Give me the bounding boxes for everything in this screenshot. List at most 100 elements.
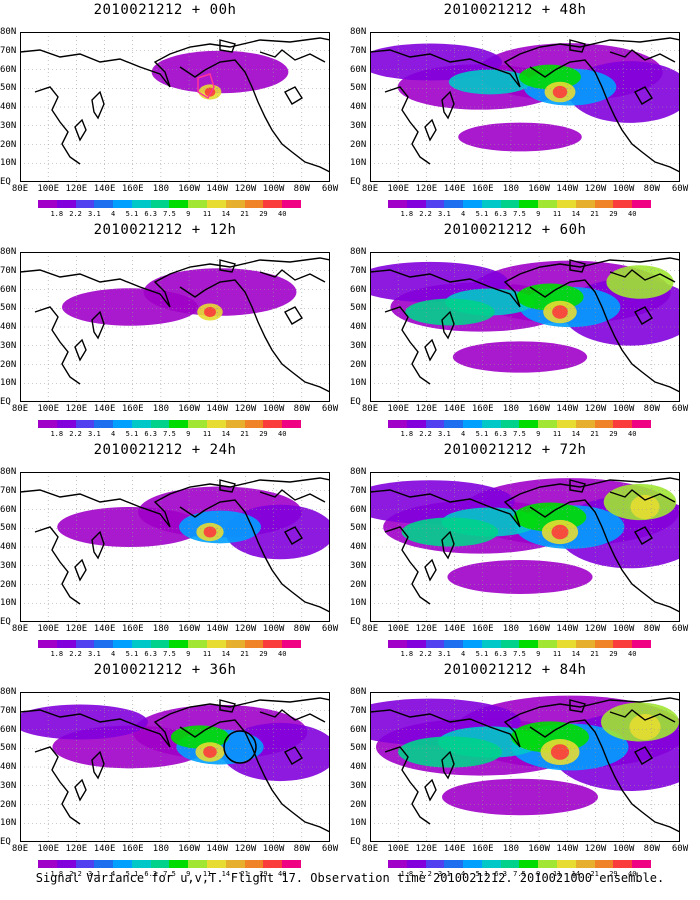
colorbar-swatch bbox=[406, 420, 426, 428]
longitude-tick-label: 160E bbox=[471, 184, 494, 194]
latitude-tick-label: 10N bbox=[0, 598, 17, 609]
colorbar-label: 40 bbox=[277, 870, 287, 878]
target-region-circle bbox=[223, 730, 257, 764]
colorbar-swatch bbox=[244, 420, 264, 428]
longitude-tick-label: 120E bbox=[65, 184, 88, 194]
latitude-tick-label: 20N bbox=[350, 799, 367, 810]
longitude-tick-label: 80W bbox=[643, 184, 660, 194]
map-panel: 2010021212 + 36h 80E 100E 120E 140E 160E 180 16… bbox=[0, 662, 338, 878]
coastline bbox=[74, 118, 87, 142]
longitude-tick-label: 140E bbox=[93, 184, 116, 194]
map-frame bbox=[20, 692, 330, 842]
colorbar-label: 3.1 bbox=[88, 870, 101, 878]
longitude-tick-label: 120W bbox=[584, 404, 607, 414]
latitude-tick-label: 30N bbox=[0, 120, 17, 131]
colorbar-swatch bbox=[225, 640, 245, 648]
colorbar-label: 6.3 bbox=[494, 650, 508, 658]
map-frame bbox=[370, 32, 680, 182]
colorbar-swatch bbox=[444, 200, 464, 208]
longitude-tick-label: 100W bbox=[262, 624, 285, 634]
longitude-tick-label: 140W bbox=[556, 404, 579, 414]
longitude-tick-label: 60W bbox=[321, 844, 339, 854]
longitude-tick-label: 80W bbox=[643, 404, 660, 414]
colorbar-label: 9 bbox=[186, 650, 191, 658]
colorbar-label: 5.1 bbox=[125, 430, 139, 438]
coastline bbox=[569, 39, 586, 53]
coastline bbox=[609, 709, 676, 723]
latitude-tick-label: 40N bbox=[0, 102, 17, 112]
coastline bbox=[20, 257, 330, 308]
latitude-tick-label: 70N bbox=[0, 485, 17, 496]
coastline bbox=[609, 269, 676, 283]
map-panel: 2010021212 + 60h 80E 100E 120E 140E 160E 180 16… bbox=[350, 222, 688, 438]
longitude-tick-label: 120W bbox=[584, 844, 607, 854]
coastline bbox=[384, 306, 431, 385]
latitude-tick-label: EQ bbox=[350, 837, 361, 847]
latitude-tick-label: 20N bbox=[0, 139, 17, 150]
map-background bbox=[20, 32, 330, 182]
colorbar-label: 4 bbox=[461, 430, 466, 438]
colorbar-label: 5.1 bbox=[475, 430, 489, 438]
colorbar-swatch bbox=[113, 200, 132, 208]
colorbar-swatch bbox=[594, 200, 614, 208]
latitude-tick-label: 20N bbox=[0, 799, 17, 810]
longitude-tick-label: 120E bbox=[415, 624, 438, 634]
longitude-tick-label: 100W bbox=[262, 844, 285, 854]
longitude-tick-label: 100W bbox=[612, 404, 635, 414]
longitude-tick-label: 100E bbox=[387, 844, 410, 854]
latitude-tick-label: 60N bbox=[0, 284, 17, 295]
map-frame bbox=[20, 252, 330, 402]
colorbar-swatch bbox=[207, 640, 226, 648]
longitude-tick-label: 120E bbox=[415, 404, 438, 414]
colorbar-swatch bbox=[519, 860, 539, 868]
colorbar-swatch bbox=[94, 420, 114, 428]
longitude-tick-label: 160W bbox=[178, 844, 200, 854]
colorbar-label: 6.3 bbox=[494, 210, 508, 218]
latitude-tick-label: 30N bbox=[350, 780, 367, 791]
longitude-tick-label: 120E bbox=[65, 844, 88, 854]
colorbar-label: 6.3 bbox=[144, 870, 158, 878]
colorbar-label: 11 bbox=[202, 430, 212, 438]
variance-contour bbox=[452, 341, 588, 373]
map-frame bbox=[370, 692, 680, 842]
longitude-tick-label: 160E bbox=[471, 624, 494, 634]
colorbar-swatch bbox=[75, 420, 95, 428]
latitude-tick-label: 20N bbox=[350, 359, 367, 370]
coastline bbox=[34, 306, 81, 385]
panel-title: 2010021212 + 84h bbox=[443, 662, 587, 678]
longitude-tick-label: 100E bbox=[37, 184, 60, 194]
colorbar-label: 7.5 bbox=[163, 650, 176, 658]
colorbar-swatch bbox=[131, 200, 151, 208]
colorbar-swatch bbox=[519, 200, 539, 208]
colorbar-swatch bbox=[481, 640, 501, 648]
longitude-tick-label: 180 bbox=[502, 844, 520, 854]
latitude-tick-label: 50N bbox=[350, 743, 367, 754]
longitude-tick-label: 80E bbox=[361, 844, 379, 854]
longitude-tick-label: 60W bbox=[321, 404, 339, 414]
longitude-tick-label: 140W bbox=[556, 184, 579, 194]
colorbar-swatch bbox=[388, 640, 407, 648]
longitude-tick-label: 100W bbox=[612, 844, 635, 854]
colorbar-label: 5.1 bbox=[125, 210, 139, 218]
latitude-tick-label: 10N bbox=[350, 378, 367, 389]
variance-contour bbox=[630, 494, 660, 520]
coastline bbox=[441, 90, 455, 120]
coastline bbox=[424, 778, 437, 802]
latitude-tick-label: 30N bbox=[0, 340, 17, 351]
longitude-tick-label: 180 bbox=[502, 404, 520, 414]
longitude-tick-label: 120W bbox=[584, 184, 607, 194]
variance-contour bbox=[203, 526, 217, 538]
map-frame bbox=[20, 472, 330, 622]
colorbar-label: 21 bbox=[590, 430, 599, 438]
colorbar-label: 4 bbox=[111, 210, 116, 218]
colorbar-label: 29 bbox=[259, 210, 268, 218]
latitude-tick-label: 50N bbox=[0, 523, 17, 534]
longitude-tick-label: 160E bbox=[471, 844, 494, 854]
panel-title: 2010021212 + 72h bbox=[443, 442, 587, 458]
longitude-tick-label: 100W bbox=[612, 184, 635, 194]
latitude-tick-label: 80N bbox=[350, 247, 367, 257]
latitude-tick-label: 50N bbox=[350, 303, 367, 314]
coastline bbox=[569, 259, 586, 273]
panel-title: 2010021212 + 60h bbox=[443, 222, 587, 238]
colorbar-swatch bbox=[613, 860, 633, 868]
